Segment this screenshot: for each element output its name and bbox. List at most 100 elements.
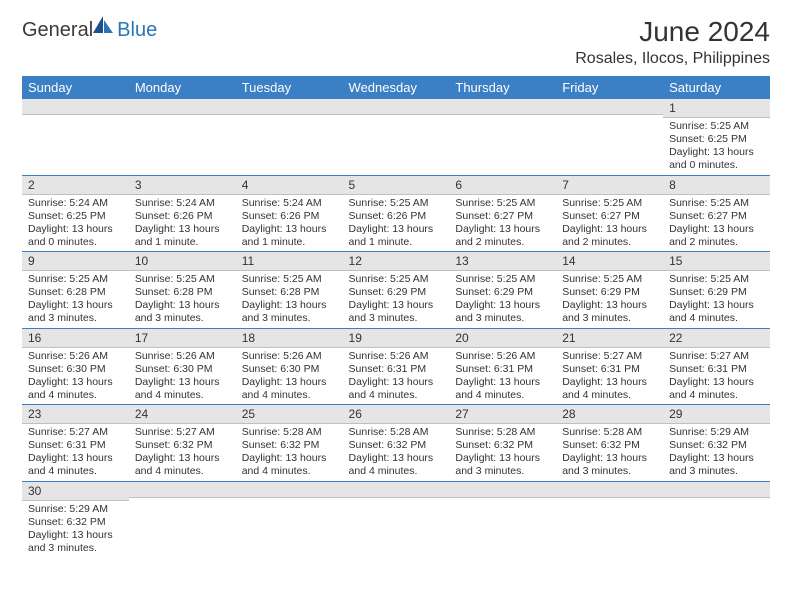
day-number: 1 [663,99,770,118]
day-number: 24 [129,405,236,424]
day-details: Sunrise: 5:24 AMSunset: 6:25 PMDaylight:… [22,195,129,252]
sunset-text: Sunset: 6:31 PM [669,363,764,376]
sunset-text: Sunset: 6:25 PM [669,133,764,146]
sunrise-text: Sunrise: 5:26 AM [242,350,337,363]
sunrise-text: Sunrise: 5:28 AM [562,426,657,439]
sunrise-text: Sunrise: 5:26 AM [28,350,123,363]
sunset-text: Sunset: 6:27 PM [455,210,550,223]
day-number: 15 [663,252,770,271]
calendar-cell: 6Sunrise: 5:25 AMSunset: 6:27 PMDaylight… [449,175,556,252]
weekday-header: Sunday [22,76,129,99]
daylight-text: Daylight: 13 hours and 3 minutes. [135,299,230,325]
day-details: Sunrise: 5:25 AMSunset: 6:27 PMDaylight:… [556,195,663,252]
daylight-text: Daylight: 13 hours and 4 minutes. [135,452,230,478]
calendar-cell [449,99,556,175]
sunrise-text: Sunrise: 5:24 AM [135,197,230,210]
weekday-header: Thursday [449,76,556,99]
calendar-cell [556,99,663,175]
day-number [449,99,556,115]
day-details [343,498,450,548]
day-number: 14 [556,252,663,271]
daylight-text: Daylight: 13 hours and 3 minutes. [455,452,550,478]
sunrise-text: Sunrise: 5:28 AM [455,426,550,439]
sunset-text: Sunset: 6:29 PM [349,286,444,299]
calendar-cell: 8Sunrise: 5:25 AMSunset: 6:27 PMDaylight… [663,175,770,252]
calendar-cell [129,99,236,175]
daylight-text: Daylight: 13 hours and 2 minutes. [455,223,550,249]
day-details: Sunrise: 5:27 AMSunset: 6:31 PMDaylight:… [663,348,770,405]
sunset-text: Sunset: 6:30 PM [242,363,337,376]
sunset-text: Sunset: 6:32 PM [242,439,337,452]
day-number [663,482,770,498]
day-number: 25 [236,405,343,424]
daylight-text: Daylight: 13 hours and 4 minutes. [349,452,444,478]
calendar-week-row: 16Sunrise: 5:26 AMSunset: 6:30 PMDayligh… [22,328,770,405]
day-details [663,498,770,548]
day-details: Sunrise: 5:28 AMSunset: 6:32 PMDaylight:… [556,424,663,481]
sunrise-text: Sunrise: 5:27 AM [28,426,123,439]
daylight-text: Daylight: 13 hours and 4 minutes. [135,376,230,402]
sunset-text: Sunset: 6:31 PM [455,363,550,376]
day-details: Sunrise: 5:24 AMSunset: 6:26 PMDaylight:… [129,195,236,252]
calendar-cell: 25Sunrise: 5:28 AMSunset: 6:32 PMDayligh… [236,405,343,482]
sunrise-text: Sunrise: 5:25 AM [669,273,764,286]
daylight-text: Daylight: 13 hours and 4 minutes. [455,376,550,402]
sunrise-text: Sunrise: 5:25 AM [349,273,444,286]
sunrise-text: Sunrise: 5:27 AM [562,350,657,363]
day-details [449,115,556,165]
calendar-cell: 21Sunrise: 5:27 AMSunset: 6:31 PMDayligh… [556,328,663,405]
daylight-text: Daylight: 13 hours and 1 minute. [242,223,337,249]
calendar-cell: 15Sunrise: 5:25 AMSunset: 6:29 PMDayligh… [663,252,770,329]
calendar-cell: 3Sunrise: 5:24 AMSunset: 6:26 PMDaylight… [129,175,236,252]
day-details: Sunrise: 5:25 AMSunset: 6:28 PMDaylight:… [129,271,236,328]
weekday-header: Monday [129,76,236,99]
weekday-header-row: Sunday Monday Tuesday Wednesday Thursday… [22,76,770,99]
day-number [343,99,450,115]
day-details: Sunrise: 5:25 AMSunset: 6:25 PMDaylight:… [663,118,770,175]
day-number: 13 [449,252,556,271]
daylight-text: Daylight: 13 hours and 3 minutes. [242,299,337,325]
calendar-cell [343,99,450,175]
day-details [236,498,343,548]
day-number: 7 [556,176,663,195]
calendar-cell: 4Sunrise: 5:24 AMSunset: 6:26 PMDaylight… [236,175,343,252]
day-number: 8 [663,176,770,195]
day-details: Sunrise: 5:25 AMSunset: 6:28 PMDaylight:… [236,271,343,328]
sunset-text: Sunset: 6:32 PM [669,439,764,452]
day-number: 17 [129,329,236,348]
sunrise-text: Sunrise: 5:29 AM [669,426,764,439]
calendar-cell: 20Sunrise: 5:26 AMSunset: 6:31 PMDayligh… [449,328,556,405]
day-details: Sunrise: 5:28 AMSunset: 6:32 PMDaylight:… [449,424,556,481]
day-details: Sunrise: 5:26 AMSunset: 6:30 PMDaylight:… [22,348,129,405]
day-number: 4 [236,176,343,195]
day-details [343,115,450,165]
calendar-week-row: 9Sunrise: 5:25 AMSunset: 6:28 PMDaylight… [22,252,770,329]
sunrise-text: Sunrise: 5:25 AM [669,197,764,210]
day-number: 12 [343,252,450,271]
sunrise-text: Sunrise: 5:25 AM [669,120,764,133]
calendar-cell: 9Sunrise: 5:25 AMSunset: 6:28 PMDaylight… [22,252,129,329]
daylight-text: Daylight: 13 hours and 1 minute. [135,223,230,249]
sunset-text: Sunset: 6:29 PM [455,286,550,299]
sunrise-text: Sunrise: 5:25 AM [349,197,444,210]
calendar-week-row: 1Sunrise: 5:25 AMSunset: 6:25 PMDaylight… [22,99,770,175]
day-details: Sunrise: 5:25 AMSunset: 6:28 PMDaylight:… [22,271,129,328]
daylight-text: Daylight: 13 hours and 3 minutes. [28,529,123,555]
logo: General Blue [22,16,157,45]
daylight-text: Daylight: 13 hours and 4 minutes. [669,299,764,325]
day-number: 16 [22,329,129,348]
day-details: Sunrise: 5:27 AMSunset: 6:32 PMDaylight:… [129,424,236,481]
logo-text-general: General [22,19,93,42]
day-number [449,482,556,498]
daylight-text: Daylight: 13 hours and 2 minutes. [562,223,657,249]
day-details: Sunrise: 5:24 AMSunset: 6:26 PMDaylight:… [236,195,343,252]
calendar-cell: 1Sunrise: 5:25 AMSunset: 6:25 PMDaylight… [663,99,770,175]
calendar-cell: 7Sunrise: 5:25 AMSunset: 6:27 PMDaylight… [556,175,663,252]
daylight-text: Daylight: 13 hours and 3 minutes. [669,452,764,478]
day-number: 20 [449,329,556,348]
calendar-cell [236,99,343,175]
day-number: 3 [129,176,236,195]
sunrise-text: Sunrise: 5:25 AM [455,273,550,286]
sunset-text: Sunset: 6:31 PM [562,363,657,376]
sunrise-text: Sunrise: 5:29 AM [28,503,123,516]
